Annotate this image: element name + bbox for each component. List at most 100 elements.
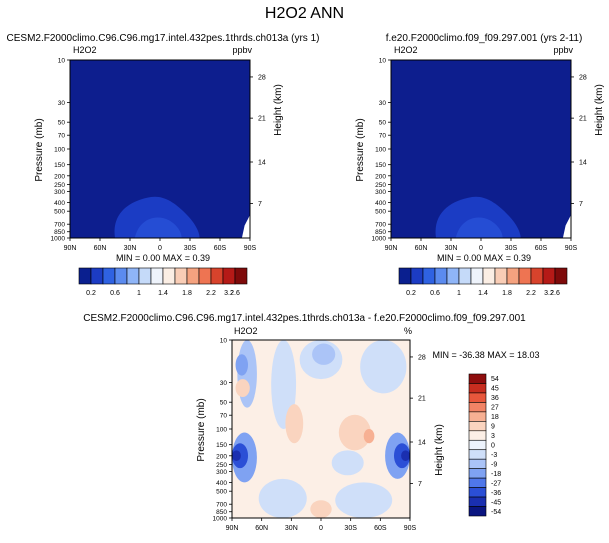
y-tick-label: 200 xyxy=(54,173,65,180)
y-tick-label: 250 xyxy=(216,462,227,469)
panel-difference: CESM2.F2000climo.C96.C96.mg17.intel.432p… xyxy=(83,313,539,532)
y-tick-label: 1000 xyxy=(372,236,387,243)
x-tick-label: 90S xyxy=(565,245,578,252)
y-tick-label: 500 xyxy=(216,489,227,496)
contour-region xyxy=(310,500,332,518)
y-tick-label: 400 xyxy=(54,200,65,207)
y2-tick-label: 28 xyxy=(418,354,426,361)
colorbar-box xyxy=(234,267,248,285)
x-tick-label: 0 xyxy=(158,245,162,252)
units-label: ppbv xyxy=(553,45,573,55)
colorbar-label: 45 xyxy=(491,386,499,393)
y-tick-label: 700 xyxy=(216,502,227,509)
variable-label: H2O2 xyxy=(73,45,97,55)
y-tick-label: 1000 xyxy=(51,236,66,243)
y-tick-label: 400 xyxy=(375,200,386,207)
colorbar-box xyxy=(410,267,424,285)
y-tick-label: 10 xyxy=(58,58,66,65)
field xyxy=(391,60,571,238)
y-tick-label: 700 xyxy=(54,222,65,229)
y-tick-label: 850 xyxy=(375,229,386,236)
y-tick-label: 300 xyxy=(216,469,227,476)
colorbar-label: 36 xyxy=(491,395,499,402)
x-tick-label: 60N xyxy=(255,525,268,532)
colorbar-box xyxy=(468,458,487,469)
y2-tick-label: 14 xyxy=(258,160,266,167)
colorbar: 0.2 0.6 1 1.4 1.8 2.2 2.63.2 xyxy=(78,267,248,297)
colorbar-box xyxy=(398,267,412,285)
y-tick-label: 1000 xyxy=(213,516,228,523)
contour-region xyxy=(360,340,407,394)
colorbar-box xyxy=(542,267,556,285)
colorbar-box xyxy=(434,267,448,285)
colorbar-box xyxy=(468,506,487,517)
field xyxy=(232,340,410,518)
colorbar-box xyxy=(468,449,487,460)
contour-region xyxy=(312,343,336,365)
colorbar: 54 45 36 27 18 9 3 0 -3 -9 -18 -27 -36 -45 -54 xyxy=(468,373,501,517)
contour-region xyxy=(235,354,249,376)
colorbar-label: 2.6 xyxy=(550,290,560,297)
missing-data-region xyxy=(241,214,250,238)
colorbar-box xyxy=(468,373,487,384)
panel-model: CESM2.F2000climo.C96.C96.mg17.intel.432p… xyxy=(7,33,320,297)
colorbar-label: 0.2 xyxy=(406,290,416,297)
y2-tick-label: 28 xyxy=(579,74,587,81)
colorbar-label: 1.8 xyxy=(182,290,192,297)
y2-tick-label: 14 xyxy=(418,440,426,447)
y-tick-label: 30 xyxy=(220,380,228,387)
colorbar-box xyxy=(78,267,92,285)
colorbar-box xyxy=(530,267,544,285)
colorbar-label: 27 xyxy=(491,405,499,412)
y-tick-label: 150 xyxy=(375,162,386,169)
colorbar-label: 54 xyxy=(491,376,499,383)
y-tick-label: 10 xyxy=(220,338,228,345)
colorbar-label: -27 xyxy=(491,480,501,487)
colorbar-label: 0.6 xyxy=(110,290,120,297)
high-value-core xyxy=(134,217,182,238)
y-tick-label: 70 xyxy=(220,413,228,420)
colorbar-label: 1.4 xyxy=(478,290,488,297)
y-tick-label: 150 xyxy=(216,442,227,449)
height-axis-label: Height (km) xyxy=(594,84,605,136)
y-tick-label: 850 xyxy=(216,509,227,516)
colorbar-box xyxy=(468,439,487,451)
contour-region xyxy=(331,450,364,476)
y-tick-label: 500 xyxy=(54,209,65,216)
colorbar-label: 3.2 xyxy=(224,290,234,297)
colorbar-label: 18 xyxy=(491,414,499,421)
high-value-region xyxy=(114,196,200,238)
pressure-axis-label: Pressure (mb) xyxy=(34,118,45,181)
colorbar-label: 2.2 xyxy=(526,290,536,297)
y-tick-label: 250 xyxy=(375,182,386,189)
colorbar-box xyxy=(114,267,128,285)
y-tick-label: 30 xyxy=(379,100,387,107)
y2-tick-label: 21 xyxy=(418,396,426,403)
colorbar-label: 0 xyxy=(491,443,495,450)
colorbar-box xyxy=(468,392,487,403)
units-label: ppbv xyxy=(232,45,252,55)
plot-area: 90N 60N 30N 0 30S 60S 90S 10 30 50 70 100 150 200 2503… xyxy=(213,338,426,533)
high-value-region xyxy=(435,196,521,238)
contour-region xyxy=(335,482,393,518)
panel-title: f.e20.F2000climo.f09_f09.297.001 (yrs 2-… xyxy=(386,33,583,44)
stats-text: MIN = 0.00 MAX = 0.39 xyxy=(116,253,210,263)
y2-tick-label: 28 xyxy=(258,74,266,81)
colorbar-box xyxy=(150,267,164,285)
colorbar-label: -18 xyxy=(491,471,501,478)
y-tick-label: 700 xyxy=(375,222,386,229)
y2-tick-label: 7 xyxy=(258,201,262,208)
x-tick-label: 0 xyxy=(319,525,323,532)
colorbar-box xyxy=(222,267,236,285)
colorbar-label: 1.8 xyxy=(502,290,512,297)
y-tick-label: 10 xyxy=(379,58,387,65)
colorbar-box xyxy=(494,267,508,285)
x-tick-label: 60N xyxy=(415,245,428,252)
colorbar-box xyxy=(174,267,188,285)
colorbar-box xyxy=(90,267,104,285)
contour-region xyxy=(338,414,371,451)
colorbar-label: -3 xyxy=(491,452,497,459)
x-tick-label: 30S xyxy=(344,525,357,532)
